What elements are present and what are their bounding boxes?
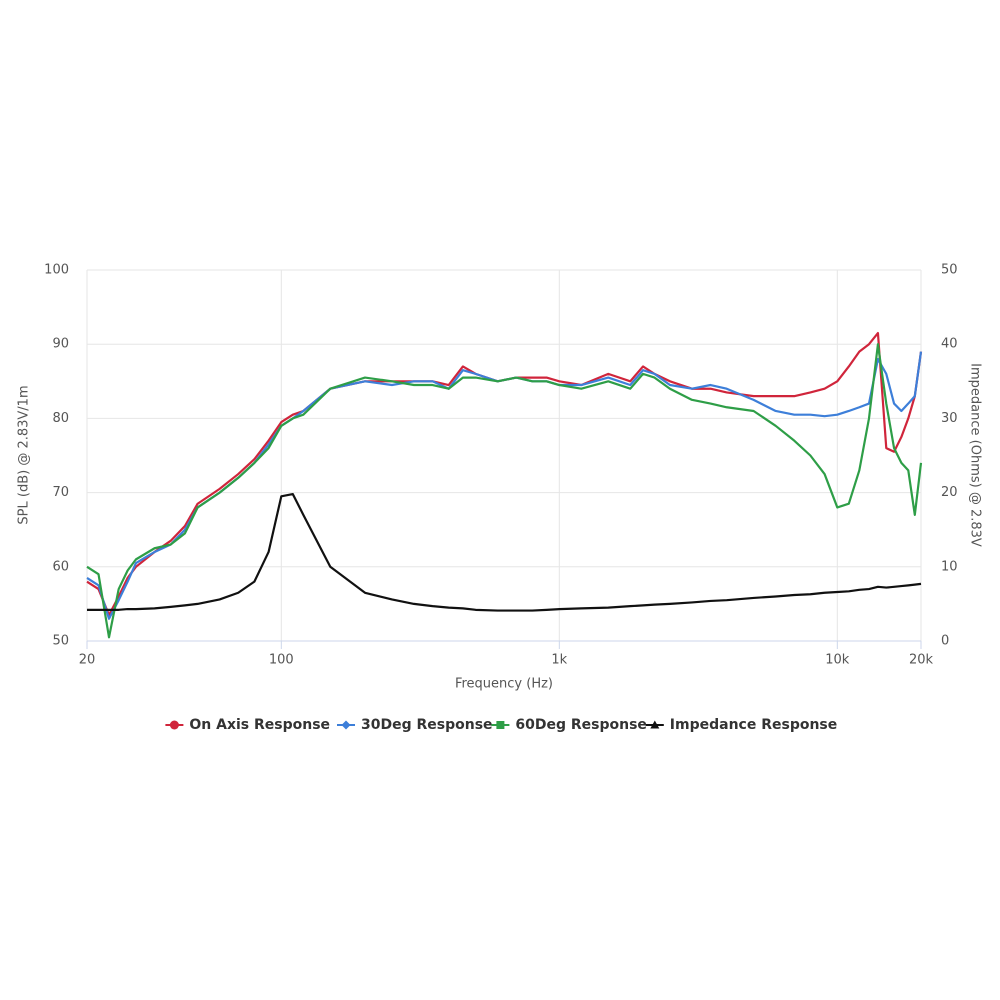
line-series <box>87 492 922 612</box>
y2-tick-label: 0 <box>941 634 949 649</box>
y-tick-label: 100 <box>44 263 69 278</box>
line-series <box>86 351 923 620</box>
x-axis-title: Frequency (Hz) <box>455 677 553 692</box>
x-tick-label: 1k <box>551 653 567 668</box>
y-tick-label: 90 <box>52 337 69 352</box>
x-tick-label: 20 <box>79 653 96 668</box>
x-tick-label: 100 <box>269 653 294 668</box>
legend: On Axis Response 30Deg Response 60Deg Resp… <box>165 717 837 733</box>
legend-label: 30Deg Response <box>361 717 493 733</box>
y2-tick-label: 20 <box>941 485 958 500</box>
y2-tick-label: 50 <box>941 263 958 278</box>
legend-label: 60Deg Response <box>515 717 647 733</box>
y-tick-label: 50 <box>52 634 69 649</box>
y2-tick-label: 30 <box>941 411 958 426</box>
y-tick-label: 70 <box>52 485 69 500</box>
legend-label: On Axis Response <box>189 717 330 733</box>
y2-tick-label: 40 <box>941 337 958 352</box>
line-series <box>86 331 923 617</box>
y-tick-label: 60 <box>52 559 69 574</box>
legend-label: Impedance Response <box>670 717 837 733</box>
y-axis-title: SPL (dB) @ 2.83V/1m <box>17 385 32 524</box>
y-tick-label: 80 <box>52 411 69 426</box>
x-tick-label: 20k <box>909 653 934 668</box>
x-tick-label: 10k <box>825 653 850 668</box>
y2-tick-label: 10 <box>941 559 958 574</box>
legend-marker <box>169 720 179 730</box>
legend-marker <box>496 721 505 729</box>
legend-marker <box>650 720 660 729</box>
line-series <box>86 343 923 639</box>
y2-axis-title: Impedance (Ohms) @ 2.83V <box>968 363 983 547</box>
legend-marker <box>341 720 351 730</box>
